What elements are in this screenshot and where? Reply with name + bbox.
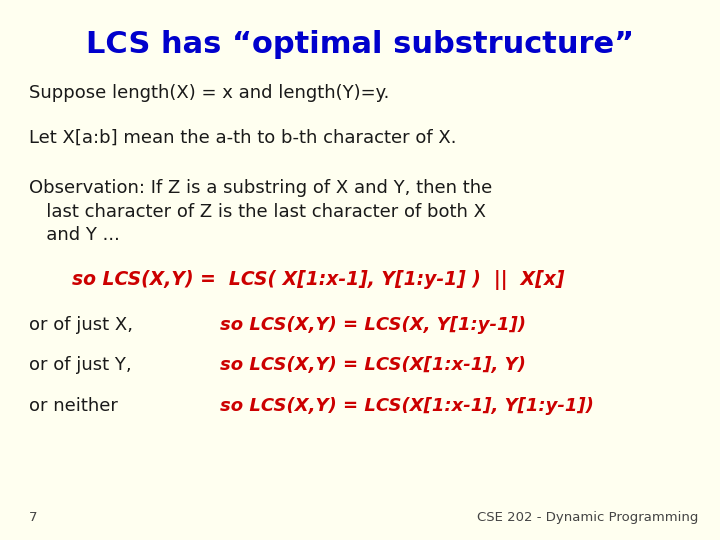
Text: LCS has “optimal substructure”: LCS has “optimal substructure” [86, 30, 634, 59]
Text: Observation: If Z is a substring of X and Y, then the
   last character of Z is : Observation: If Z is a substring of X an… [29, 179, 492, 245]
Text: Suppose length(X) = x and length(Y)=y.: Suppose length(X) = x and length(Y)=y. [29, 84, 390, 102]
Text: or neither: or neither [29, 397, 117, 415]
Text: or of just Y,: or of just Y, [29, 356, 132, 374]
Text: so LCS(X,Y) = LCS(X[1:x-1], Y): so LCS(X,Y) = LCS(X[1:x-1], Y) [220, 356, 526, 374]
Text: so LCS(X,Y) = LCS(X[1:x-1], Y[1:y-1]): so LCS(X,Y) = LCS(X[1:x-1], Y[1:y-1]) [220, 397, 593, 415]
Text: 7: 7 [29, 511, 37, 524]
Text: so LCS(X,Y) =  LCS( X[1:x-1], Y[1:y-1] )  ||  X[x]: so LCS(X,Y) = LCS( X[1:x-1], Y[1:y-1] ) … [72, 270, 564, 290]
Text: CSE 202 - Dynamic Programming: CSE 202 - Dynamic Programming [477, 511, 698, 524]
Text: Let X[a:b] mean the a-th to b-th character of X.: Let X[a:b] mean the a-th to b-th charact… [29, 129, 456, 146]
Text: so LCS(X,Y) = LCS(X, Y[1:y-1]): so LCS(X,Y) = LCS(X, Y[1:y-1]) [220, 316, 526, 334]
Text: or of just X,: or of just X, [29, 316, 132, 334]
